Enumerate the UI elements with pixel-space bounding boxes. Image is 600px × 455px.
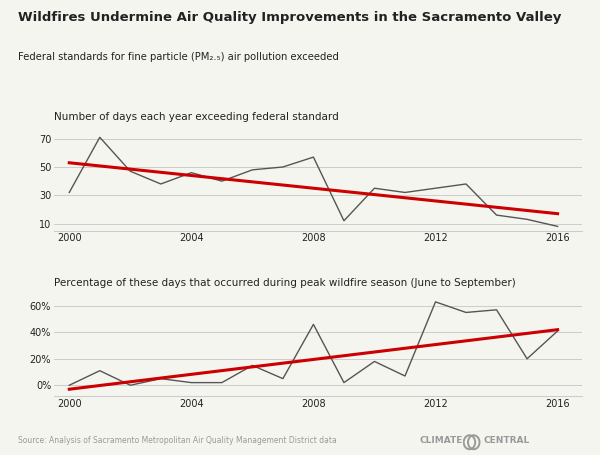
Text: Wildfires Undermine Air Quality Improvements in the Sacramento Valley: Wildfires Undermine Air Quality Improvem… [18, 11, 562, 25]
Text: CLIMATE: CLIMATE [420, 436, 463, 445]
Text: Federal standards for fine particle (PM₂.₅) air pollution exceeded: Federal standards for fine particle (PM₂… [18, 52, 339, 62]
Text: Source: Analysis of Sacramento Metropolitan Air Quality Management District data: Source: Analysis of Sacramento Metropoli… [18, 436, 337, 445]
Text: Number of days each year exceeding federal standard: Number of days each year exceeding feder… [54, 112, 339, 122]
Text: CENTRAL: CENTRAL [483, 436, 529, 445]
Text: Percentage of these days that occurred during peak wildfire season (June to Sept: Percentage of these days that occurred d… [54, 278, 516, 288]
